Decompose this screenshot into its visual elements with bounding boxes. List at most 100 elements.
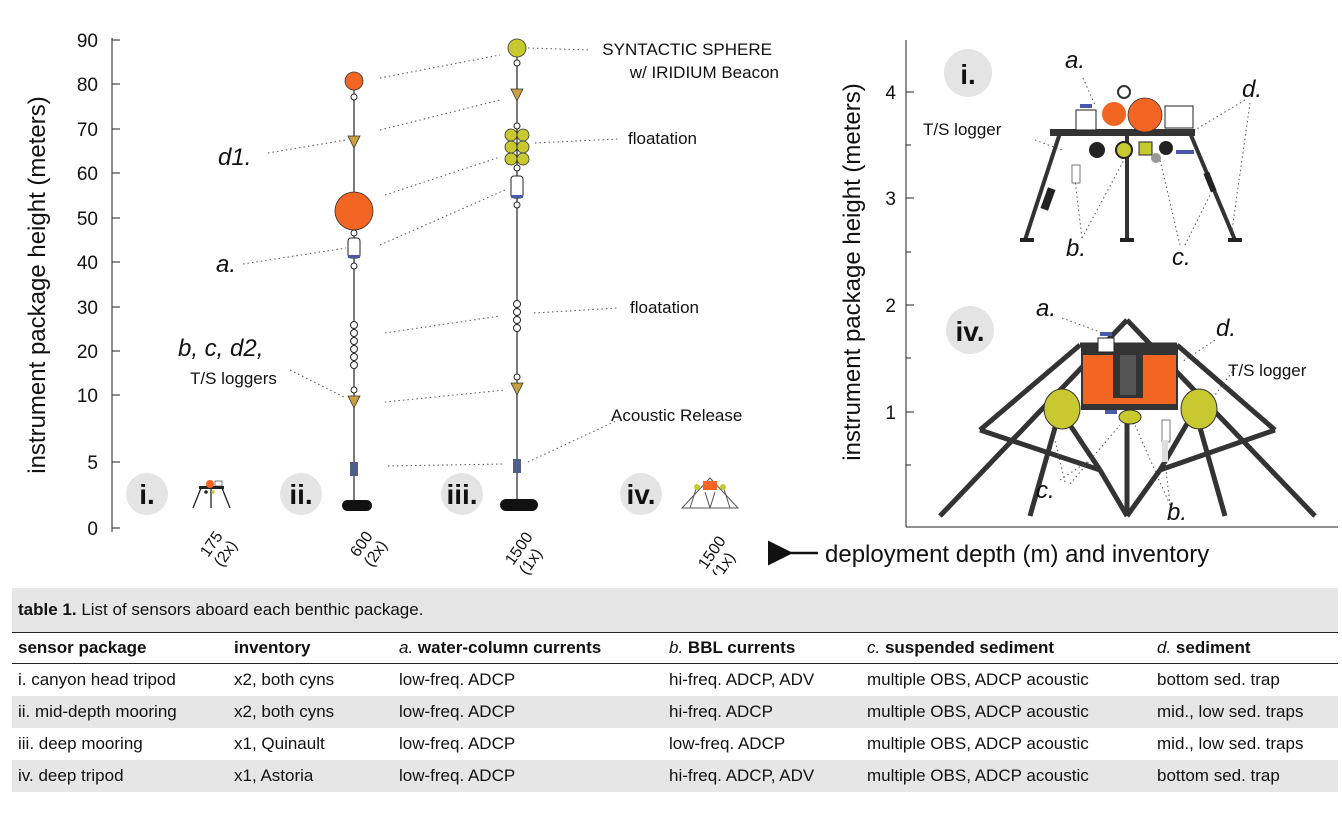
y-tick-label: 5 bbox=[87, 453, 98, 474]
annot-syntactic-sphere: SYNTACTIC SPHERE bbox=[602, 40, 772, 59]
table-row: iv. deep tripod x1, Astoria low-freq. AD… bbox=[12, 760, 1338, 792]
sensor-table: sensor package inventory a. water-column… bbox=[12, 632, 1338, 792]
table-cell: bottom sed. trap bbox=[1151, 760, 1338, 792]
right-y-axis-label: instrument package height (meters) bbox=[839, 83, 866, 461]
table-cell: mid., low sed. traps bbox=[1151, 696, 1338, 728]
y-tick-label: 60 bbox=[77, 164, 98, 185]
acoustic-release-ii bbox=[350, 462, 358, 476]
annot-bcd2: b, c, d2, bbox=[178, 335, 263, 362]
y-tick-label: 50 bbox=[77, 209, 98, 230]
ts-logger-ii-top bbox=[347, 135, 361, 149]
table-cell: x2, both cyns bbox=[228, 696, 393, 728]
table-cell: iii. deep mooring bbox=[18, 734, 143, 753]
annot-a: a. bbox=[216, 251, 236, 278]
table-cell: iv. deep tripod bbox=[12, 760, 228, 792]
y-axis-label: instrument package height (meters) bbox=[24, 96, 51, 474]
right-y-tick-label: 4 bbox=[885, 83, 896, 104]
right-y-tick-label: 2 bbox=[885, 296, 896, 317]
left-chart: 0 5 10 20 30 40 50 60 70 80 90 instrument package … bbox=[24, 31, 1209, 575]
table-row: iii. deep mooring x1, Quinault low-freq.… bbox=[12, 728, 1338, 760]
tripod-iv-label-b: b. bbox=[1167, 499, 1187, 526]
x-tick-175: 175 (2x) bbox=[197, 529, 241, 570]
table-cell: low-freq. ADCP bbox=[399, 670, 516, 689]
ts-logger-iii bbox=[510, 382, 524, 396]
mooring-iii bbox=[500, 38, 538, 511]
tripod-iv-label-a: a. bbox=[1036, 295, 1056, 322]
badge-iv: iv. bbox=[620, 473, 662, 515]
syntactic-sphere-ii bbox=[344, 71, 364, 91]
adcp-iii bbox=[510, 175, 524, 199]
badge-ii: ii. bbox=[280, 473, 322, 515]
header-sediment: d. sediment bbox=[1151, 632, 1338, 664]
y-tick-group: 0 5 10 20 30 40 50 60 70 80 90 bbox=[77, 31, 120, 540]
header-inventory: inventory bbox=[228, 632, 393, 664]
table-cell: multiple OBS, ADCP acoustic bbox=[861, 696, 1151, 728]
table-cell: x1, Quinault bbox=[234, 734, 325, 753]
table-cell: multiple OBS, ADCP acoustic bbox=[867, 734, 1089, 753]
y-tick-label: 20 bbox=[77, 342, 98, 363]
table-cell: low-freq. ADCP bbox=[399, 734, 516, 753]
y-tick-label: 80 bbox=[77, 75, 98, 96]
tripod-i: i. bbox=[923, 47, 1262, 271]
tripod-iv-badge: iv. bbox=[955, 316, 984, 347]
y-tick-label: 30 bbox=[77, 298, 98, 319]
sensor-table-section: table 1. List of sensors aboard each ben… bbox=[12, 588, 1338, 792]
badge-ii-label: ii. bbox=[289, 479, 312, 510]
floatation-ii-small bbox=[350, 321, 358, 369]
annot-floatation-top: floatation bbox=[628, 129, 697, 148]
ts-logger-ii bbox=[347, 395, 361, 409]
badge-i: i. bbox=[126, 473, 168, 515]
badge-iv-label: iv. bbox=[626, 479, 655, 510]
table-row: i. canyon head tripod x2, both cyns low-… bbox=[12, 664, 1338, 697]
mooring-diagram: 0 5 10 20 30 40 50 60 70 80 90 instrument package … bbox=[24, 31, 1338, 575]
x-tick-1500-iv: 1500 (1x) bbox=[695, 533, 739, 575]
table-header-row: sensor package inventory a. water-column… bbox=[12, 632, 1338, 664]
table-cell: x1, Astoria bbox=[228, 760, 393, 792]
table-caption-text: List of sensors aboard each benthic pack… bbox=[81, 600, 424, 619]
annot-acoustic-release: Acoustic Release bbox=[611, 406, 742, 425]
table-cell: hi-freq. ADCP, ADV bbox=[663, 760, 861, 792]
table-cell: x2, both cyns bbox=[234, 670, 335, 689]
tripod-iv-label-ts: T/S logger bbox=[1228, 361, 1307, 380]
table-cell: hi-freq. ADCP, ADV bbox=[669, 670, 815, 689]
badge-iii-label: iii. bbox=[446, 479, 477, 510]
annot-floatation-mid: floatation bbox=[630, 298, 699, 317]
table-cell: multiple OBS, ADCP acoustic bbox=[867, 670, 1089, 689]
anchor-iii bbox=[500, 499, 538, 511]
header-suspended-sediment: c. suspended sediment bbox=[861, 632, 1151, 664]
header-water-column-currents: a. water-column currents bbox=[393, 632, 663, 664]
annot-ts-loggers: T/S loggers bbox=[190, 369, 277, 388]
badge-i-label: i. bbox=[139, 479, 155, 510]
tripod-i-label-d: d. bbox=[1242, 76, 1262, 103]
table-caption: table 1. List of sensors aboard each ben… bbox=[12, 588, 1338, 632]
tripod-iv-label-c: c. bbox=[1036, 477, 1055, 504]
table-cell: mid., low sed. traps bbox=[1157, 734, 1304, 753]
table-row: ii. mid-depth mooring x2, both cyns low-… bbox=[12, 696, 1338, 728]
y-tick-label: 10 bbox=[77, 386, 98, 407]
tripod-i-label-c: c. bbox=[1172, 244, 1191, 271]
tripod-iv-float-right bbox=[1180, 388, 1218, 430]
annot-d1: d1. bbox=[218, 144, 251, 171]
tripod-i-label-a: a. bbox=[1065, 47, 1085, 74]
mooring-ii bbox=[334, 71, 374, 511]
y-tick-label: 90 bbox=[77, 31, 98, 52]
tripod-iv-float-left bbox=[1043, 388, 1081, 430]
right-y-tick-label: 1 bbox=[885, 403, 896, 424]
table-caption-number: table 1. bbox=[18, 600, 77, 619]
y-tick-label: 0 bbox=[87, 519, 98, 540]
x-axis-label: deployment depth (m) and inventory bbox=[825, 541, 1209, 568]
x-tick-1500-iii: 1500 (1x) bbox=[502, 529, 546, 575]
badge-iii: iii. bbox=[441, 473, 483, 515]
annot-iridium-beacon: w/ IRIDIUM Beacon bbox=[629, 63, 779, 82]
floatation-iii-small bbox=[513, 300, 521, 332]
mini-tripod-iv-icon bbox=[680, 477, 740, 509]
x-tick-600: 600 (2x) bbox=[347, 529, 391, 570]
syntactic-sphere-iii bbox=[507, 38, 527, 58]
leader-lines bbox=[242, 47, 619, 467]
tripod-i-badge: i. bbox=[960, 59, 976, 90]
anchor-ii bbox=[342, 500, 372, 511]
tripod-iv-label-d: d. bbox=[1216, 315, 1236, 342]
tripod-i-label-ts: T/S logger bbox=[923, 120, 1002, 139]
header-bbl-currents: b. BBL currents bbox=[663, 632, 861, 664]
